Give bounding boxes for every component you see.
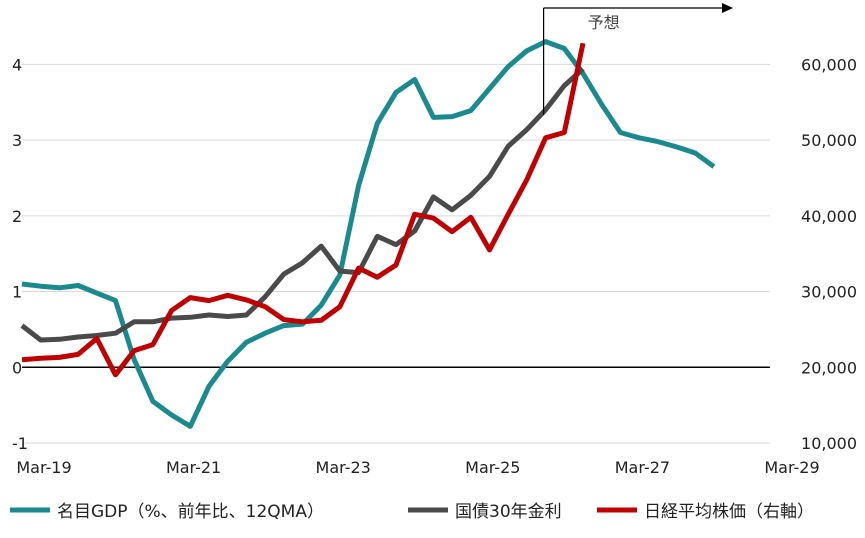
x-tick-label: Mar-23 <box>316 458 371 477</box>
left-tick-label: 0 <box>12 358 22 377</box>
x-tick-label: Mar-21 <box>166 458 221 477</box>
x-tick-label: Mar-25 <box>465 458 520 477</box>
left-tick-label: -1 <box>12 434 28 453</box>
legend: 名目GDP（%、前年比、12QMA） 国債30年金利 日経平均株価（右軸） <box>10 502 814 522</box>
left-tick-label: 2 <box>12 207 22 226</box>
x-axis-ticks: Mar-19 Mar-21 Mar-23 Mar-25 Mar-27 Mar-29 <box>16 458 819 477</box>
forecast-arrowhead <box>722 3 733 13</box>
series-line-1 <box>20 67 585 343</box>
right-tick-label: 40,000 <box>801 207 857 226</box>
right-tick-label: 60,000 <box>801 55 857 74</box>
right-tick-label: 30,000 <box>801 283 857 302</box>
right-tick-label: 10,000 <box>801 434 857 453</box>
left-tick-label: 1 <box>12 283 22 302</box>
forecast-label: 予想 <box>588 13 620 32</box>
right-tick-label: 20,000 <box>801 358 857 377</box>
x-tick-label: Mar-29 <box>764 458 819 477</box>
legend-label-1: 国債30年金利 <box>455 502 562 522</box>
series-lines <box>20 39 716 429</box>
series-line-0 <box>21 39 716 429</box>
x-tick-label: Mar-27 <box>615 458 670 477</box>
gridlines <box>22 63 770 444</box>
x-tick-label: Mar-19 <box>16 458 71 477</box>
forecast-marker: 予想 <box>542 3 733 115</box>
series-line-2 <box>21 42 586 378</box>
right-tick-label: 50,000 <box>801 131 857 150</box>
right-axis-ticks: 10,000 20,000 30,000 40,000 50,000 60,000 <box>801 55 857 453</box>
left-tick-label: 4 <box>12 55 22 74</box>
legend-label-0: 名目GDP（%、前年比、12QMA） <box>57 502 324 522</box>
left-tick-label: 3 <box>12 131 22 150</box>
legend-label-2: 日経平均株価（右軸） <box>644 502 814 522</box>
left-axis-ticks: -1 0 1 2 3 4 <box>12 55 28 453</box>
